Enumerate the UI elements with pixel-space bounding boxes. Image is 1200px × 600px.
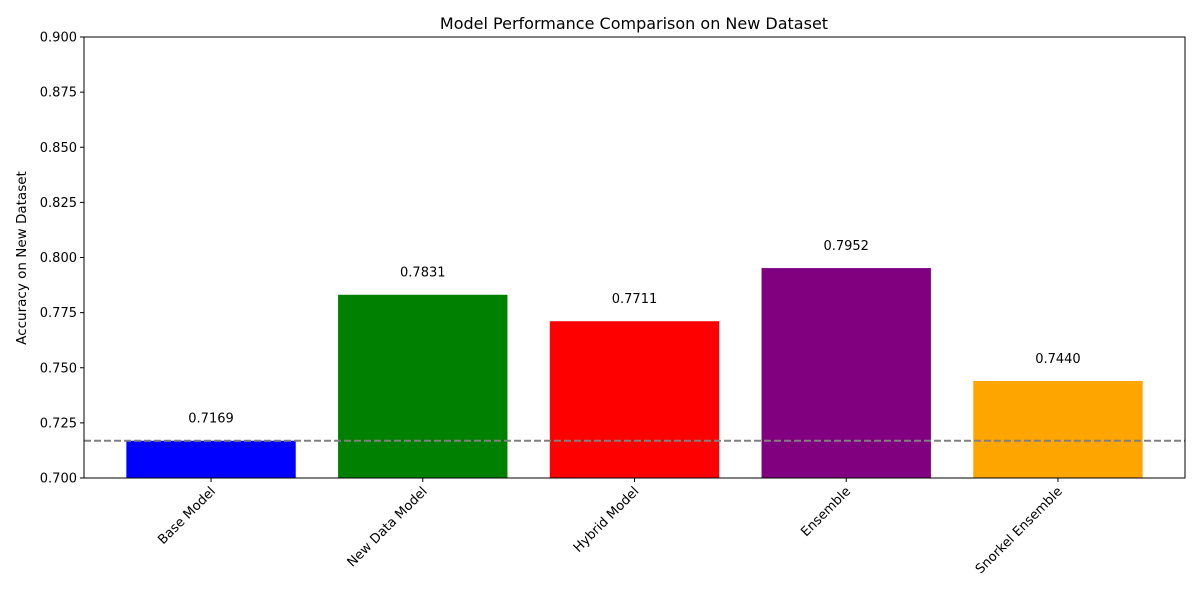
bar-new-data-model [338, 294, 508, 478]
y-axis-label: Accuracy on New Dataset [14, 171, 30, 345]
bar-hybrid-model [549, 321, 720, 478]
value-label: 0.7831 [400, 266, 446, 281]
y-tick-label: 0.800 [40, 251, 77, 266]
x-axis-ticks: Base Model New Data Model Hybrid Model Ense… [155, 478, 1066, 577]
value-label: 0.7952 [823, 239, 869, 254]
x-tick-label: Ensemble [798, 484, 854, 540]
y-tick-label: 0.725 [40, 416, 77, 431]
y-tick-label: 0.700 [40, 472, 77, 487]
value-label: 0.7711 [612, 292, 658, 307]
y-axis-ticks: 0.700 0.725 0.750 0.775 0.800 0.825 0.850 0.875… [40, 31, 84, 487]
chart-title: Model Performance Comparison on New Data… [440, 14, 828, 33]
x-tick-label: New Data Model [345, 484, 431, 570]
plot-frame [83, 36, 1186, 479]
x-tick-label: Hybrid Model [571, 484, 642, 555]
value-label: 0.7169 [188, 412, 234, 427]
y-tick-label: 0.775 [40, 306, 77, 321]
value-label: 0.7440 [1035, 352, 1081, 367]
y-tick-label: 0.825 [40, 196, 77, 211]
x-tick-label: Base Model [155, 484, 219, 548]
bars [126, 268, 1143, 478]
y-tick-label: 0.750 [40, 361, 77, 376]
value-labels: 0.7169 0.7831 0.7711 0.7952 0.7440 [188, 239, 1080, 427]
bar-base-model [126, 440, 296, 478]
bar-ensemble [761, 268, 931, 478]
y-tick-label: 0.850 [40, 141, 77, 156]
x-tick-label: Snorkel Ensemble [973, 484, 1066, 577]
bar-snorkel-ensemble [973, 380, 1143, 478]
y-tick-label: 0.900 [40, 31, 77, 46]
y-tick-label: 0.875 [40, 86, 77, 101]
